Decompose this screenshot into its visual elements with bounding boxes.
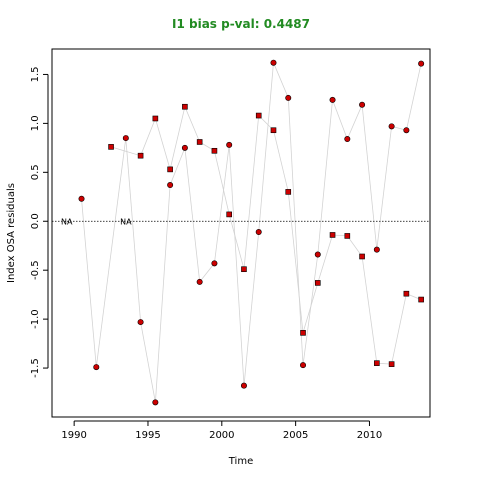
data-point-square xyxy=(329,232,336,238)
y-tick-label: -0.5 xyxy=(30,260,41,280)
data-point-square xyxy=(285,189,292,195)
na-label: NA xyxy=(120,217,132,226)
data-point-square xyxy=(403,290,410,297)
data-point-circle xyxy=(418,60,425,67)
series-lines xyxy=(81,62,422,403)
x-tick-label: 1990 xyxy=(61,430,86,441)
na-label: NA xyxy=(61,217,73,226)
data-point-circle xyxy=(359,101,366,108)
data-point-circle xyxy=(403,127,410,134)
y-tick-label: -1.0 xyxy=(30,309,41,329)
data-point-circle xyxy=(211,260,218,267)
data-point-square xyxy=(211,147,218,154)
chart-title: I1 bias p-val: 0.4487 xyxy=(172,17,310,31)
x-axis: 1990 1995 2000 2005 2010 xyxy=(61,420,382,441)
data-point-circle xyxy=(314,251,321,258)
data-point-circle xyxy=(300,362,307,369)
data-point-square xyxy=(344,233,351,239)
x-tick-label: 2010 xyxy=(357,430,382,441)
data-point-circle xyxy=(93,364,100,371)
y-tick-label: 0.0 xyxy=(30,213,41,229)
data-point-square xyxy=(152,115,159,122)
data-point-circle xyxy=(270,59,277,66)
data-point-square xyxy=(359,253,365,260)
x-axis-label: Time xyxy=(228,456,253,467)
data-point-square xyxy=(270,127,277,134)
data-point-square xyxy=(241,266,247,273)
data-point-circle xyxy=(344,136,351,143)
na-labels: NA NA xyxy=(61,217,132,226)
y-tick-label: -1.5 xyxy=(30,358,41,378)
x-tick-label: 2005 xyxy=(283,430,308,441)
data-point-square xyxy=(108,144,114,150)
data-point-circle xyxy=(196,278,203,285)
data-point-square xyxy=(196,139,203,145)
data-point-circle xyxy=(388,123,395,130)
x-tick-label: 1995 xyxy=(135,430,160,441)
data-point-square xyxy=(314,280,321,286)
data-point-circle xyxy=(167,182,174,189)
y-axis: -1.5 -1.0 -0.5 0.0 0.5 1.0 1.5 xyxy=(30,66,49,378)
x-tick-label: 2000 xyxy=(209,430,234,441)
y-tick-label: 1.5 xyxy=(30,66,41,82)
data-point-square xyxy=(255,112,262,119)
data-point-circle xyxy=(152,399,159,406)
data-points xyxy=(78,59,425,406)
data-point-square xyxy=(167,166,173,173)
plot-frame xyxy=(51,48,431,418)
data-point-circle xyxy=(137,319,144,326)
data-point-square xyxy=(226,211,232,218)
data-point-square xyxy=(137,152,144,159)
y-tick-label: 0.5 xyxy=(30,164,41,180)
data-point-circle xyxy=(285,94,292,101)
y-axis-label: Index OSA residuals xyxy=(6,183,17,283)
y-tick-label: 1.0 xyxy=(30,115,41,131)
series-line-1 xyxy=(81,62,422,403)
data-point-circle xyxy=(78,195,85,202)
data-point-circle xyxy=(122,135,129,142)
data-point-circle xyxy=(181,144,188,151)
data-point-circle xyxy=(329,96,336,103)
data-point-circle xyxy=(226,141,233,148)
data-point-square xyxy=(300,330,306,336)
data-point-square xyxy=(388,361,395,367)
data-point-circle xyxy=(373,246,380,253)
data-point-circle xyxy=(255,229,262,236)
data-point-square xyxy=(418,296,424,303)
data-point-circle xyxy=(240,382,247,389)
data-point-square xyxy=(374,360,380,366)
data-point-square xyxy=(182,103,188,110)
